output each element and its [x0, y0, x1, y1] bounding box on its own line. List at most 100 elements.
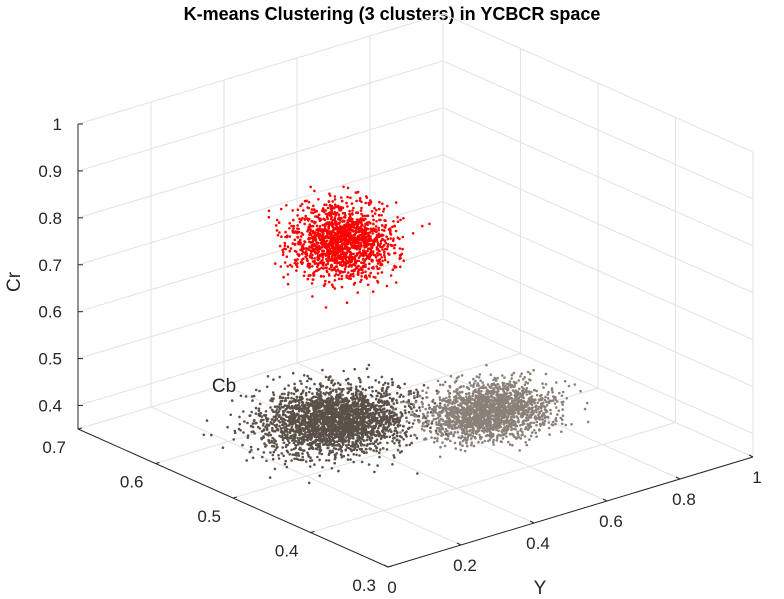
data-point: [546, 396, 550, 400]
side-wall-gridline-z: [442, 248, 754, 388]
data-point: [409, 434, 413, 438]
data-point: [530, 431, 534, 434]
data-point: [492, 392, 495, 396]
data-point: [439, 431, 443, 434]
data-point: [348, 423, 352, 427]
data-point: [530, 413, 533, 417]
data-point: [336, 440, 339, 444]
data-point: [380, 436, 383, 440]
data-point: [325, 423, 329, 426]
data-point: [507, 415, 510, 419]
data-point: [354, 445, 357, 449]
data-point: [291, 453, 295, 456]
data-point: [519, 395, 522, 398]
series-2: [392, 363, 590, 459]
data-point: [490, 399, 494, 402]
data-point: [321, 223, 325, 227]
data-point: [336, 404, 339, 407]
data-point: [360, 447, 364, 451]
data-point: [350, 448, 354, 452]
data-point: [373, 418, 377, 421]
data-point: [205, 419, 209, 422]
data-point: [328, 387, 332, 391]
data-point: [405, 435, 408, 438]
data-point: [432, 398, 435, 402]
data-point: [321, 207, 325, 210]
data-point: [465, 429, 469, 433]
data-point: [340, 427, 343, 430]
data-point: [498, 423, 502, 426]
data-point: [390, 430, 393, 434]
data-point: [395, 413, 398, 417]
data-point: [287, 410, 291, 414]
data-point: [499, 418, 502, 421]
data-point: [391, 383, 394, 387]
data-point: [543, 398, 547, 402]
data-point: [383, 381, 387, 385]
data-point: [284, 419, 287, 422]
data-point: [463, 449, 467, 453]
data-point: [330, 398, 333, 401]
data-point: [392, 417, 395, 421]
data-point: [464, 425, 467, 429]
data-point: [320, 438, 324, 442]
series-1: [202, 363, 464, 485]
data-point: [474, 400, 477, 404]
data-point: [520, 415, 524, 419]
data-point: [511, 443, 514, 447]
data-point: [268, 476, 272, 479]
data-point: [283, 428, 287, 432]
data-point: [532, 368, 535, 372]
data-point: [533, 401, 536, 405]
data-point: [245, 459, 248, 462]
data-point: [306, 407, 310, 411]
data-point: [453, 431, 457, 434]
data-point: [510, 416, 513, 419]
data-point: [508, 412, 512, 415]
data-point: [413, 394, 416, 398]
data-point: [512, 419, 515, 423]
data-point: [478, 414, 482, 418]
data-point: [360, 271, 364, 275]
data-point: [303, 419, 307, 422]
data-point: [376, 442, 380, 446]
data-point: [451, 419, 455, 423]
data-point: [560, 422, 564, 426]
data-point: [287, 391, 290, 395]
data-point: [543, 419, 547, 423]
data-point: [332, 422, 336, 426]
data-point: [508, 380, 512, 383]
data-point: [339, 445, 343, 449]
data-point: [323, 408, 327, 411]
data-point: [312, 401, 316, 405]
data-point: [544, 372, 548, 376]
data-point: [370, 436, 374, 440]
data-point: [311, 446, 315, 450]
data-point: [458, 409, 462, 412]
data-point: [317, 397, 321, 401]
data-point: [351, 436, 354, 440]
data-point: [280, 392, 284, 396]
data-point: [471, 394, 475, 398]
data-point: [483, 407, 487, 411]
data-point: [386, 416, 389, 419]
data-point: [375, 430, 379, 434]
data-point: [367, 257, 371, 261]
data-point: [454, 394, 458, 398]
data-point: [352, 460, 356, 464]
data-point: [521, 423, 524, 426]
data-point: [564, 423, 568, 427]
data-point: [281, 446, 285, 449]
data-point: [310, 397, 314, 400]
data-point: [551, 391, 554, 394]
data-point: [319, 410, 323, 414]
data-point: [377, 213, 381, 217]
side-wall-gridline-z: [442, 107, 754, 247]
data-point: [435, 431, 438, 435]
data-point: [341, 211, 345, 215]
data-point: [238, 415, 241, 419]
data-point: [459, 448, 463, 452]
data-point: [498, 409, 501, 412]
data-point: [371, 411, 375, 415]
data-point: [339, 439, 343, 443]
